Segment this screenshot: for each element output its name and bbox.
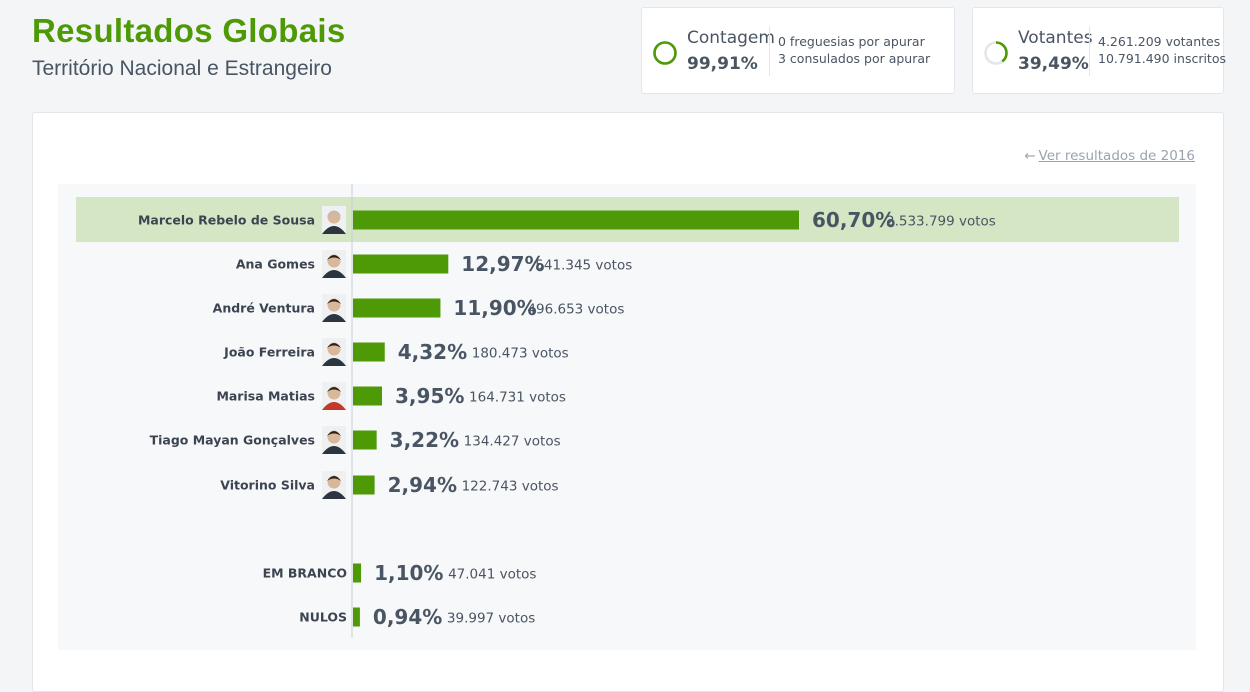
- contagem-card: Contagem 99,91% 0 freguesias por apurar …: [641, 7, 955, 94]
- previous-results-link[interactable]: ← Ver resultados de 2016: [1024, 148, 1195, 164]
- candidate-name: EM BRANCO: [263, 566, 347, 581]
- votes-label: 2.533.799 votos: [886, 214, 996, 230]
- result-bar: [353, 298, 441, 318]
- result-bar: [353, 607, 360, 627]
- percentage-label: 11,90%: [453, 296, 536, 320]
- candidate-photo: [322, 206, 346, 234]
- candidate-photo: [322, 471, 346, 499]
- page-subtitle: Território Nacional e Estrangeiro: [32, 57, 332, 80]
- votantes-value: 39,49%: [1018, 54, 1089, 74]
- votes-label: 47.041 votos: [448, 567, 536, 583]
- votes-label: 122.743 votos: [462, 479, 559, 495]
- votes-label: 180.473 votos: [472, 346, 569, 362]
- votantes-progress-ring: [984, 41, 1008, 65]
- result-bar: [353, 386, 383, 406]
- candidate-name: NULOS: [299, 610, 347, 625]
- arrow-left-icon: ←: [1024, 148, 1036, 164]
- votes-label: 496.653 votos: [527, 302, 624, 318]
- votes-label: 39.997 votos: [447, 611, 535, 627]
- candidate-photo: [322, 250, 346, 278]
- percentage-label: 1,10%: [374, 561, 443, 585]
- page-title: Resultados Globais: [32, 12, 346, 49]
- candidate-photo: [322, 338, 346, 366]
- percentage-label: 4,32%: [398, 340, 467, 364]
- candidate-name: João Ferreira: [223, 345, 315, 360]
- percentage-label: 2,94%: [388, 473, 457, 497]
- percentage-label: 0,94%: [373, 605, 442, 629]
- percentage-label: 12,97%: [461, 252, 544, 276]
- previous-results-label: Ver resultados de 2016: [1038, 148, 1195, 164]
- contagem-consulados: 3 consulados por apurar: [778, 51, 931, 66]
- votantes-label: Votantes: [1018, 28, 1093, 48]
- result-bar: [353, 430, 377, 450]
- result-bar: [353, 342, 385, 362]
- candidate-name: André Ventura: [213, 301, 315, 316]
- votantes-count: 4.261.209 votantes: [1098, 34, 1221, 49]
- contagem-label: Contagem: [687, 28, 775, 48]
- candidate-photo: [322, 294, 346, 322]
- percentage-label: 60,70%: [812, 208, 895, 232]
- contagem-progress-ring: [653, 41, 677, 65]
- contagem-value: 99,91%: [687, 54, 758, 74]
- candidate-name: Marcelo Rebelo de Sousa: [138, 213, 315, 228]
- result-bar: [353, 254, 449, 274]
- candidate-name: Tiago Mayan Gonçalves: [150, 433, 315, 448]
- candidate-name: Marisa Matias: [216, 389, 315, 404]
- votantes-card: Votantes 39,49% 4.261.209 votantes 10.79…: [972, 7, 1226, 94]
- votes-label: 164.731 votos: [469, 390, 566, 406]
- percentage-label: 3,22%: [390, 428, 459, 452]
- votes-label: 134.427 votos: [464, 434, 561, 450]
- result-bar: [353, 475, 375, 495]
- contagem-freguesias: 0 freguesias por apurar: [778, 34, 925, 49]
- candidate-name: Vitorino Silva: [220, 478, 315, 493]
- result-bar: [353, 563, 362, 583]
- inscritos-count: 10.791.490 inscritos: [1098, 51, 1226, 66]
- percentage-label: 3,95%: [395, 384, 464, 408]
- divider: [1089, 26, 1090, 76]
- candidate-photo: [322, 426, 346, 454]
- chart-area: Marcelo Rebelo de Sousa 60,70% 2.533.799 v…: [58, 184, 1196, 650]
- candidate-photo: [322, 382, 346, 410]
- results-bar-chart: Marcelo Rebelo de Sousa 60,70%2.533.799 v…: [76, 184, 1179, 638]
- votes-label: 541.345 votos: [535, 258, 632, 274]
- divider: [769, 26, 770, 76]
- result-bar: [353, 210, 799, 230]
- candidate-name: Ana Gomes: [236, 257, 315, 272]
